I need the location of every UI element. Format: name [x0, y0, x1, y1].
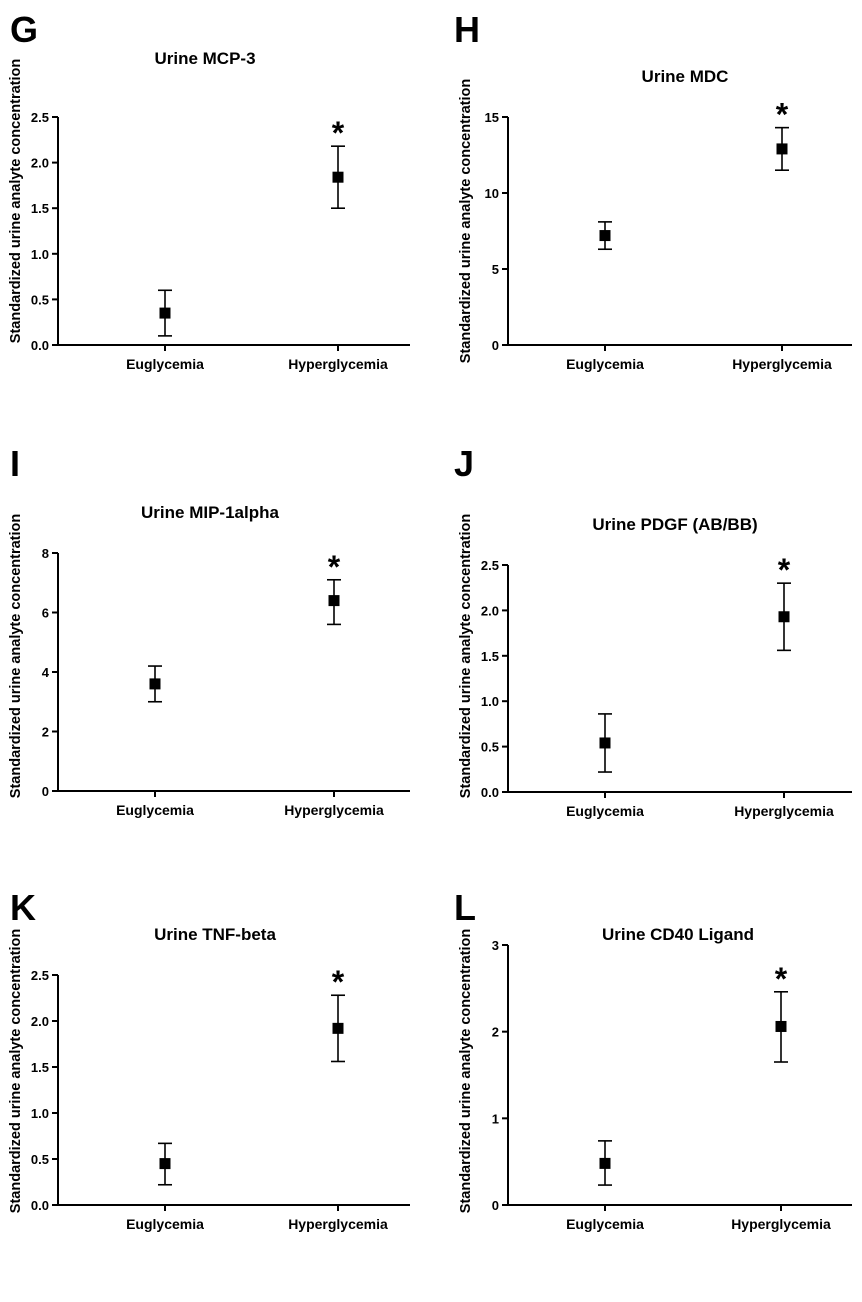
x-tick-label-g: Hyperglycemia [288, 356, 388, 372]
significance-marker-i: * [328, 549, 341, 585]
data-point-g [159, 307, 171, 319]
x-tick-label-k: Hyperglycemia [288, 1216, 388, 1232]
y-tick-label-h: 0 [492, 338, 499, 353]
chart-title-i: Urine MIP-1alpha [141, 503, 279, 522]
panel-letter-h: H [454, 9, 480, 50]
y-tick-label-k: 1.5 [31, 1060, 49, 1075]
data-point-i [149, 678, 161, 690]
y-tick-label-k: 0.5 [31, 1152, 49, 1167]
y-tick-label-h: 5 [492, 262, 499, 277]
chart-title-h: Urine MDC [642, 67, 729, 86]
x-tick-label-h: Euglycemia [566, 356, 644, 372]
panel-letter-i: I [10, 443, 20, 484]
y-tick-label-h: 10 [485, 186, 499, 201]
y-tick-label-k: 2.5 [31, 968, 49, 983]
chart-title-j: Urine PDGF (AB/BB) [592, 515, 757, 534]
y-tick-label-g: 0.5 [31, 292, 49, 307]
y-tick-label-i: 2 [42, 725, 49, 740]
x-tick-label-h: Hyperglycemia [732, 356, 832, 372]
y-tick-label-k: 0.0 [31, 1198, 49, 1213]
x-tick-label-k: Euglycemia [126, 1216, 204, 1232]
y-tick-label-l: 3 [492, 938, 499, 953]
y-tick-label-g: 2.0 [31, 156, 49, 171]
panel-letter-l: L [454, 887, 476, 928]
data-point-k [332, 1022, 344, 1034]
y-tick-label-k: 1.0 [31, 1106, 49, 1121]
y-tick-label-j: 2.0 [481, 603, 499, 618]
data-point-l [599, 1157, 611, 1169]
y-tick-label-j: 0.0 [481, 785, 499, 800]
y-tick-label-i: 6 [42, 606, 49, 621]
x-tick-label-i: Hyperglycemia [284, 802, 384, 818]
data-point-j [778, 611, 790, 623]
y-tick-label-j: 1.5 [481, 649, 499, 664]
data-point-h [776, 143, 788, 155]
data-point-i [328, 595, 340, 607]
chart-title-k: Urine TNF-beta [154, 925, 276, 944]
y-axis-label-h: Standardized urine analyte concentration [458, 79, 474, 363]
y-tick-label-l: 1 [492, 1111, 499, 1126]
y-tick-label-i: 0 [42, 784, 49, 799]
x-tick-label-i: Euglycemia [116, 802, 194, 818]
x-tick-label-l: Euglycemia [566, 1216, 644, 1232]
y-tick-label-g: 1.0 [31, 247, 49, 262]
significance-marker-k: * [332, 964, 345, 1000]
y-tick-label-j: 2.5 [481, 558, 499, 573]
data-point-h [599, 230, 611, 242]
x-tick-label-j: Hyperglycemia [734, 803, 834, 819]
y-axis-label-l: Standardized urine analyte concentration [458, 929, 474, 1213]
panel-letter-j: J [454, 443, 474, 484]
y-tick-label-g: 1.5 [31, 201, 49, 216]
data-point-g [332, 171, 344, 183]
x-tick-label-l: Hyperglycemia [731, 1216, 831, 1232]
significance-marker-h: * [776, 97, 789, 133]
chart-title-g: Urine MCP-3 [154, 49, 255, 68]
data-point-k [159, 1158, 171, 1170]
y-axis-label-g: Standardized urine analyte concentration [8, 59, 24, 343]
y-tick-label-j: 1.0 [481, 694, 499, 709]
y-tick-label-j: 0.5 [481, 740, 499, 755]
y-tick-label-g: 2.5 [31, 110, 49, 125]
y-axis-label-j: Standardized urine analyte concentration [458, 514, 474, 798]
significance-marker-g: * [332, 115, 345, 151]
y-axis-label-k: Standardized urine analyte concentration [8, 929, 24, 1213]
y-axis-label-i: Standardized urine analyte concentration [8, 514, 24, 798]
significance-marker-j: * [778, 552, 791, 588]
chart-title-l: Urine CD40 Ligand [602, 925, 754, 944]
data-point-j [599, 737, 611, 749]
y-tick-label-l: 0 [492, 1198, 499, 1213]
y-tick-label-k: 2.0 [31, 1014, 49, 1029]
y-tick-label-g: 0.0 [31, 338, 49, 353]
panel-letter-g: G [10, 9, 38, 50]
y-tick-label-h: 15 [485, 110, 499, 125]
data-point-l [775, 1020, 787, 1032]
x-tick-label-j: Euglycemia [566, 803, 644, 819]
y-tick-label-i: 4 [42, 665, 50, 680]
x-tick-label-g: Euglycemia [126, 356, 204, 372]
significance-marker-l: * [775, 961, 788, 997]
panel-letter-k: K [10, 887, 36, 928]
y-tick-label-i: 8 [42, 546, 49, 561]
y-tick-label-l: 2 [492, 1025, 499, 1040]
